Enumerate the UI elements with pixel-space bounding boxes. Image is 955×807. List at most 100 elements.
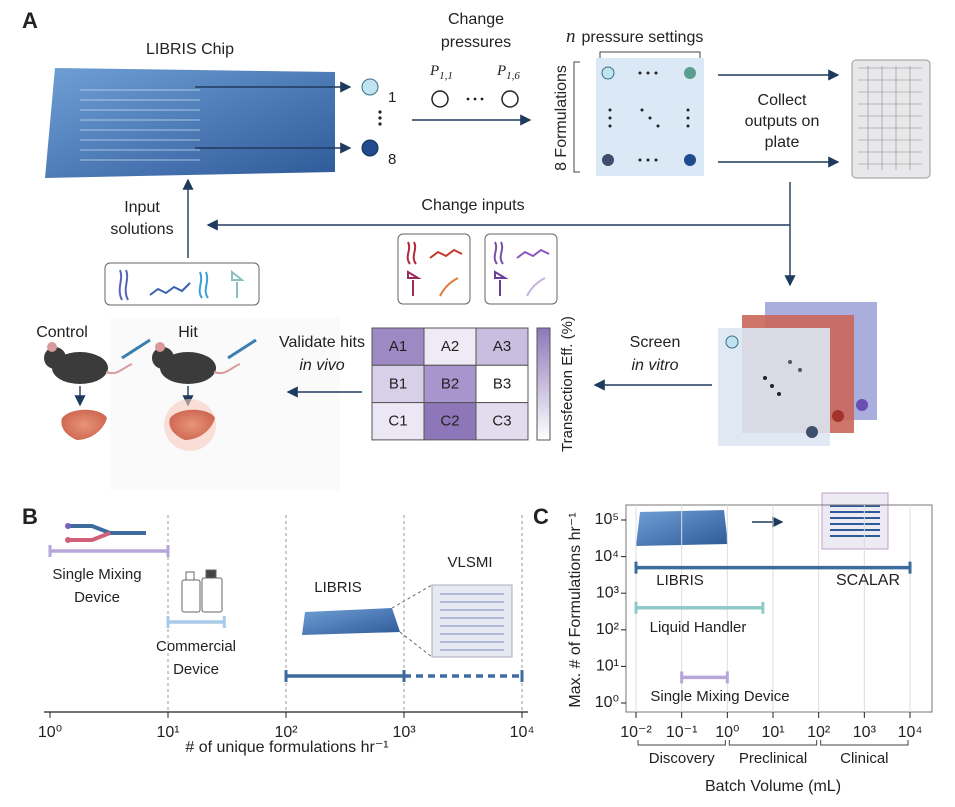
particle [684, 154, 696, 166]
region-label: Preclinical [739, 750, 807, 767]
pressure-label: P1,6 [496, 63, 520, 81]
particle [602, 154, 614, 166]
series-label: LIBRIS [314, 579, 362, 596]
x-tick-label: 10¹ [761, 724, 784, 741]
mouse-label: Control [36, 324, 88, 341]
y-tick-label: 10² [596, 621, 620, 638]
ellipsis [466, 97, 484, 101]
x-tick-label: 10⁻² [620, 724, 652, 741]
heatmap-cell [475, 364, 529, 404]
label-line: VLSMI [447, 554, 492, 571]
region-bracket [728, 740, 818, 746]
gauge [431, 90, 449, 108]
plot-frame [625, 504, 933, 713]
series-label: Single Mixing Device [650, 688, 789, 705]
label-line: Single Mixing Device [650, 688, 789, 705]
heatmap-cell [475, 402, 529, 441]
mixing-device-icon [65, 523, 146, 543]
heatmap-cell [371, 402, 425, 441]
x-tick-label: 10¹ [156, 724, 179, 741]
region-bracket [637, 740, 726, 746]
plate-grid [858, 66, 922, 170]
plate [851, 59, 931, 179]
label-line: LIBRIS [314, 579, 362, 596]
y-tick-label: 10⁴ [594, 548, 619, 565]
x-tick-label: 10⁴ [510, 724, 535, 741]
region-label: Discovery [649, 750, 715, 767]
heatmap-label: A2 [441, 338, 459, 355]
label-line: Device [173, 661, 219, 678]
series-label: VLSMI [447, 554, 492, 571]
x-tick-label: 10⁴ [898, 724, 923, 741]
y-tick-label: 10³ [596, 584, 620, 601]
validate: in vivo [299, 357, 344, 374]
heatmap-cell [371, 327, 425, 366]
vlsmi-image [431, 584, 513, 658]
heatmap-label: B1 [389, 375, 407, 392]
mouse-label: Hit [178, 324, 198, 341]
x-tick-label: 10³ [392, 724, 416, 741]
liver [169, 409, 215, 440]
heatmap-label: B2 [441, 375, 459, 392]
particle [361, 78, 379, 96]
chip-image [45, 68, 335, 178]
vivo-background [110, 318, 340, 490]
region-bracket [820, 740, 909, 746]
series-label: Single Mixing Device [52, 566, 141, 606]
collect-outputs: outputs on [745, 113, 820, 130]
panel-label: B [22, 504, 38, 529]
input-solutions: solutions [110, 221, 173, 238]
collect-outputs: plate [765, 134, 800, 151]
label-line: Commercial [156, 638, 236, 655]
chip-title: LIBRIS Chip [146, 41, 234, 58]
panel-label: C [533, 504, 549, 529]
label-line: Device [74, 589, 120, 606]
libris-chip-image [302, 608, 400, 635]
heatmap-cell [423, 402, 477, 441]
screen: in vitro [631, 357, 678, 374]
input-box [104, 262, 260, 306]
x-tick-label: 10⁰ [715, 724, 739, 741]
bracket [599, 51, 701, 58]
series-label: Commercial Device [156, 638, 236, 678]
lipid-icons [118, 269, 245, 301]
series-label: Liquid Handler [650, 619, 747, 636]
label-line: LIBRIS [656, 572, 704, 589]
heatmap-cell [423, 364, 477, 404]
zoom-lines [391, 584, 433, 658]
colorbar-label: Transfection Eff. (%) [559, 316, 576, 452]
particle [361, 139, 379, 157]
liver [61, 409, 107, 440]
y-tick-label: 10⁰ [595, 694, 619, 711]
x-tick-label: 10² [807, 724, 831, 741]
scalar-channels [830, 505, 880, 537]
label-line: Single Mixing [52, 566, 141, 583]
x-axis-label: # of unique formulations hr⁻¹ [185, 739, 388, 756]
vlsmi-channels [440, 593, 504, 651]
pressure-label: P1,1 [429, 63, 453, 81]
heatmap-label: B3 [493, 375, 511, 392]
change-inputs: Change inputs [421, 197, 524, 214]
change-pressures: pressures [441, 34, 511, 51]
commercial-device-icon [181, 569, 223, 613]
series-label: LIBRIS [656, 572, 704, 589]
x-tick-label: 10² [274, 724, 298, 741]
particle [601, 66, 615, 80]
syringe [121, 338, 257, 360]
heatmap: A1 A2 A3 B1 B2 B3 C1 C2 C3 [371, 327, 529, 441]
x-tick-label: 10⁰ [38, 724, 62, 741]
screen-plates [718, 302, 877, 446]
y-tick-label: 10¹ [596, 658, 619, 675]
series-annotation: SCALAR [836, 572, 900, 589]
x-tick-label: 10⁻¹ [666, 724, 698, 741]
heatmap-cell [475, 327, 529, 366]
chip-channels [80, 89, 200, 161]
particle-index: 8 [388, 151, 396, 168]
particle-index: 1 [388, 89, 396, 106]
colorbar [536, 327, 551, 441]
heatmap-label: C1 [388, 413, 407, 430]
heatmap-label: A3 [493, 338, 511, 355]
change-pressures: Change [448, 11, 504, 28]
ellipsis [608, 71, 690, 162]
